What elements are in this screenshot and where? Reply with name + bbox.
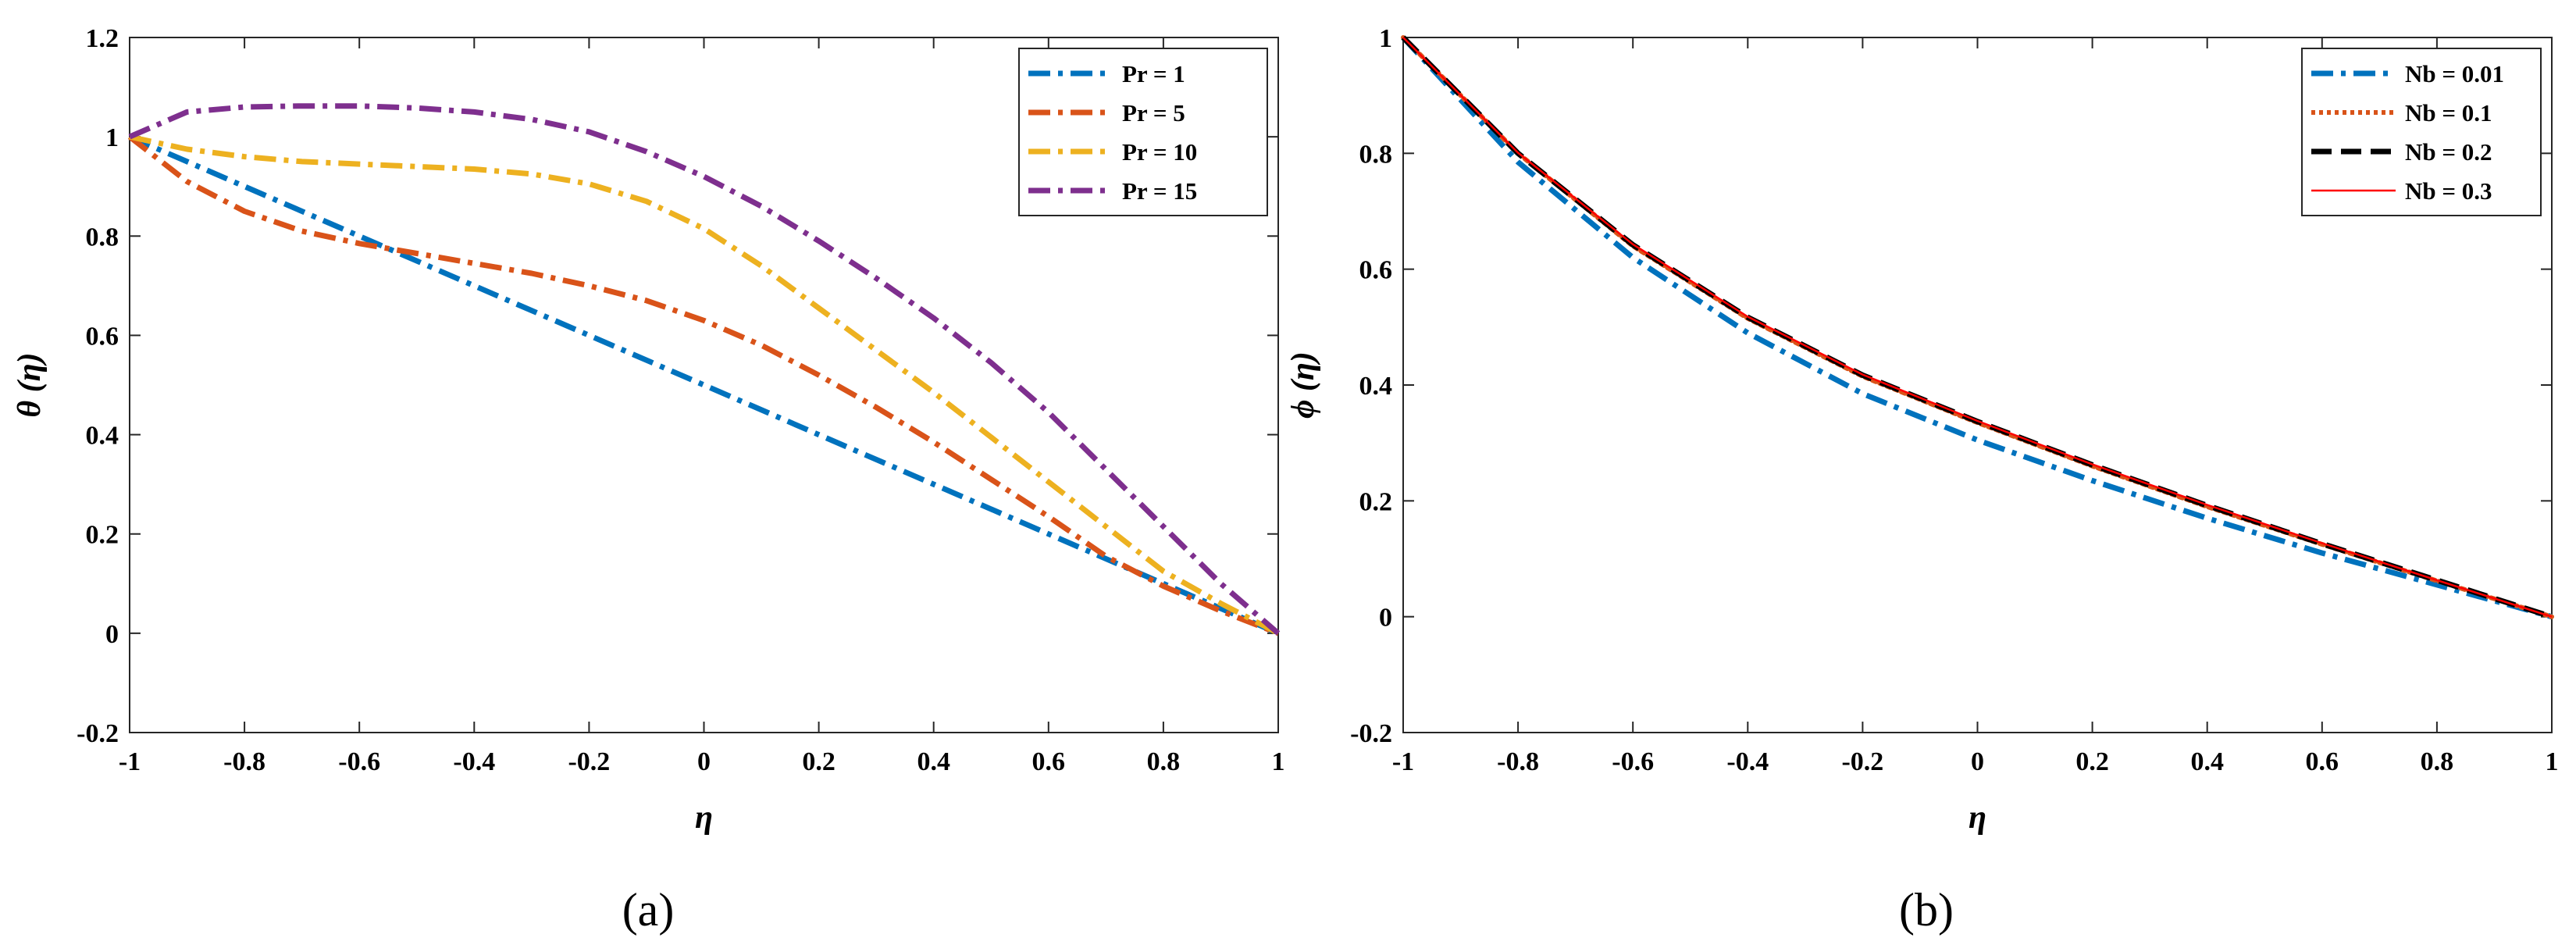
x-tick-label: 1	[1272, 747, 1285, 776]
x-tick-label: 0	[697, 747, 711, 776]
legend-entry-1: Pr = 5	[1122, 99, 1185, 127]
series-line-0	[1401, 35, 2553, 620]
x-tick-label: 0.2	[802, 747, 836, 776]
x-tick-label: 0.8	[2421, 747, 2454, 776]
legend-entry-2: Nb = 0.2	[2405, 138, 2492, 166]
x-tick-label: 1	[2546, 747, 2559, 776]
series-line-3	[1402, 37, 2553, 618]
y-tick-label: 0	[1379, 604, 1392, 633]
panel-caption: (a)	[622, 884, 675, 936]
legend: Pr = 1 Pr = 5 Pr = 10 Pr = 15	[1018, 48, 1268, 216]
y-tick-label: -0.2	[77, 719, 119, 748]
panel-caption: (b)	[1899, 884, 1954, 936]
y-axis-label: ϕ (η)	[1285, 351, 1321, 419]
y-tick-label: 0.6	[1359, 256, 1393, 285]
legend: Nb = 0.01 Nb = 0.1 Nb = 0.2 Nb = 0.3	[2301, 48, 2542, 216]
legend-frame	[1018, 48, 1268, 216]
y-tick-label: 0.2	[86, 521, 119, 550]
x-axis-label: η	[1969, 800, 1986, 836]
y-tick-label: 0.6	[86, 322, 119, 351]
x-axis-label: η	[695, 800, 713, 836]
y-tick-label: 1	[105, 123, 119, 152]
y-tick-label: 1	[1379, 24, 1392, 53]
y-tick-label: 0.4	[86, 422, 119, 451]
series-line-0	[128, 134, 1280, 636]
chart-panel-b: -1 -0.8 -0.6 -0.4 -0.2 0 0.2 0.4 0.6 0.8 1 -0.2 0 0.2…	[1285, 24, 2559, 936]
x-tick-label: 0.4	[917, 747, 950, 776]
series-line-3	[128, 103, 1281, 636]
x-tick-label: 0.2	[2075, 747, 2109, 776]
x-tick-label: 0.6	[2306, 747, 2339, 776]
x-tick-label: -0.8	[223, 747, 265, 776]
y-tick-label: 1.2	[86, 24, 119, 53]
x-tick-label: -0.2	[1841, 747, 1883, 776]
x-tick-label: 0.4	[2190, 747, 2224, 776]
series-line-2	[129, 134, 1280, 636]
x-tick-label: -1	[1392, 747, 1414, 776]
x-tick-label: -1	[119, 747, 141, 776]
legend-entry-1: Nb = 0.1	[2405, 99, 2492, 127]
legend-entry-3: Nb = 0.3	[2405, 177, 2492, 205]
x-tick-label: -0.4	[453, 747, 495, 776]
x-tick-label: -0.2	[568, 747, 610, 776]
series-line-1	[127, 134, 1280, 636]
x-tick-label: 0.6	[1032, 747, 1066, 776]
y-tick-label: 0.8	[1359, 140, 1393, 169]
legend-entry-2: Pr = 10	[1122, 138, 1197, 166]
y-tick-label: 0.8	[86, 223, 119, 251]
x-tick-label: -0.8	[1497, 747, 1539, 776]
legend-entry-3: Pr = 15	[1122, 177, 1197, 205]
y-tick-label: -0.2	[1350, 719, 1392, 748]
legend-entry-0: Nb = 0.01	[2405, 60, 2504, 87]
x-tick-label: -0.6	[338, 747, 380, 776]
y-tick-label: 0	[105, 620, 119, 649]
legend-entry-0: Pr = 1	[1122, 60, 1185, 87]
y-tick-label: 0.2	[1359, 487, 1393, 516]
x-tick-label: 0.8	[1147, 747, 1181, 776]
x-tick-label: -0.6	[1612, 747, 1654, 776]
x-tick-label: 0	[1971, 747, 1984, 776]
legend-frame	[2301, 48, 2542, 216]
y-tick-label: 0.4	[1359, 372, 1393, 401]
y-axis-label: θ (η)	[12, 352, 48, 417]
x-tick-label: -0.4	[1726, 747, 1769, 776]
chart-panel-a: -1 -0.8 -0.6 -0.4 -0.2 0 0.2 0.4 0.6 0.8 1 -0.2 0 0.2…	[12, 24, 1285, 936]
